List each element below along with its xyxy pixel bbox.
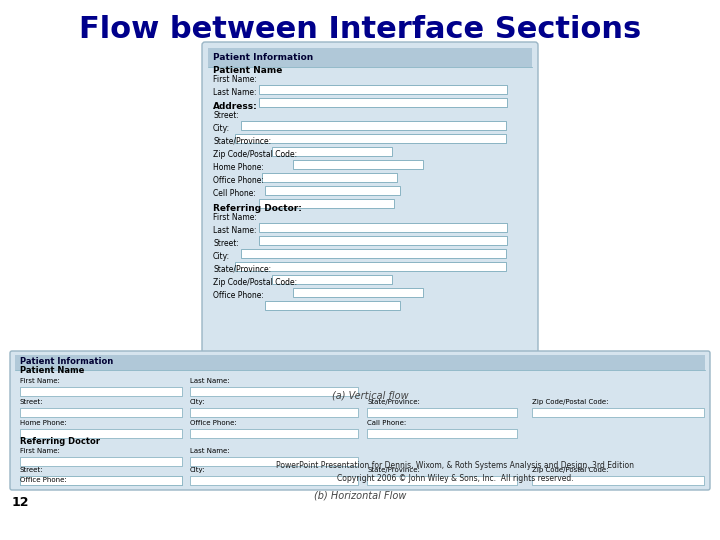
Text: Last Name:: Last Name: (213, 226, 256, 235)
Bar (15, 355, 705, 370)
Text: City:: City: (190, 467, 205, 473)
Bar (367, 429, 517, 438)
Bar (262, 173, 397, 181)
Bar (532, 476, 704, 485)
Text: First Name:: First Name: (213, 75, 257, 84)
Text: Street:: Street: (213, 111, 239, 120)
Bar (259, 199, 394, 207)
Bar (272, 275, 392, 284)
Text: Last Name:: Last Name: (213, 88, 256, 97)
Bar (259, 223, 507, 232)
Bar (190, 408, 358, 417)
Bar (241, 249, 506, 258)
Text: Cell Phone:: Cell Phone: (213, 189, 256, 198)
Bar (293, 160, 423, 168)
Text: First Name:: First Name: (20, 378, 60, 384)
Bar (259, 236, 507, 245)
Text: 12: 12 (12, 496, 30, 509)
Bar (367, 476, 517, 485)
Text: PowerPoint Presentation for Dennis, Wixom, & Roth Systems Analysis and Design, 3: PowerPoint Presentation for Dennis, Wixo… (276, 461, 634, 483)
Text: Patient Name: Patient Name (213, 66, 282, 75)
Text: (b) Horizontal Flow: (b) Horizontal Flow (314, 491, 406, 501)
Text: Zip Code/Postal Code:: Zip Code/Postal Code: (532, 467, 608, 473)
Bar (20, 457, 182, 466)
Bar (20, 476, 182, 485)
Text: Home Phone:: Home Phone: (213, 163, 264, 172)
Text: Office Phone:: Office Phone: (20, 477, 67, 483)
Text: (a) Vertical flow: (a) Vertical flow (332, 390, 408, 400)
Bar (272, 147, 392, 156)
Text: Last Name:: Last Name: (190, 378, 230, 384)
Text: First Name:: First Name: (213, 213, 257, 222)
Text: State/Province:: State/Province: (367, 399, 420, 405)
Text: City:: City: (213, 124, 230, 133)
Bar (265, 186, 400, 194)
Text: Zip Code/Postal Code:: Zip Code/Postal Code: (532, 399, 608, 405)
Text: State/Province:: State/Province: (213, 137, 271, 146)
Text: Street:: Street: (20, 467, 43, 473)
Bar (293, 288, 423, 296)
Bar (235, 262, 506, 271)
Bar (20, 408, 182, 417)
Bar (190, 387, 358, 396)
Bar (20, 387, 182, 396)
Text: Office Phone:: Office Phone: (213, 176, 264, 185)
FancyBboxPatch shape (10, 351, 710, 490)
Bar (241, 121, 506, 130)
Text: Street:: Street: (213, 239, 239, 248)
Text: Referring Doctor: Referring Doctor (20, 437, 100, 446)
Bar (20, 476, 182, 485)
Bar (532, 408, 704, 417)
Text: Street:: Street: (20, 399, 43, 405)
Text: Office Phone:: Office Phone: (213, 291, 264, 300)
Bar (235, 134, 506, 143)
Text: First Name:: First Name: (20, 448, 60, 454)
Text: City:: City: (213, 252, 230, 261)
Bar (259, 85, 507, 93)
Bar (265, 301, 400, 309)
Bar (190, 457, 358, 466)
Text: Call Phone:: Call Phone: (367, 420, 406, 426)
Text: Last Name:: Last Name: (190, 448, 230, 454)
FancyBboxPatch shape (202, 42, 538, 388)
Text: State/Province:: State/Province: (213, 265, 271, 274)
Bar (190, 476, 358, 485)
Text: Office Phone:: Office Phone: (190, 420, 237, 426)
Text: Zip Code/Postal Code:: Zip Code/Postal Code: (213, 278, 297, 287)
Text: Referring Doctor:: Referring Doctor: (213, 204, 302, 213)
Text: Flow between Interface Sections: Flow between Interface Sections (79, 15, 641, 44)
Text: Address:: Address: (213, 102, 258, 111)
Bar (259, 98, 507, 106)
Bar (367, 408, 517, 417)
Bar (190, 429, 358, 438)
Bar (208, 48, 532, 67)
Text: Patient Information: Patient Information (20, 357, 113, 367)
Text: Patient Name: Patient Name (20, 366, 84, 375)
Text: Patient Information: Patient Information (213, 52, 313, 62)
Text: Home Phone:: Home Phone: (20, 420, 67, 426)
Text: Zip Code/Postal Code:: Zip Code/Postal Code: (213, 150, 297, 159)
Text: State/Province:: State/Province: (367, 467, 420, 473)
Text: City:: City: (190, 399, 205, 405)
Bar (20, 429, 182, 438)
